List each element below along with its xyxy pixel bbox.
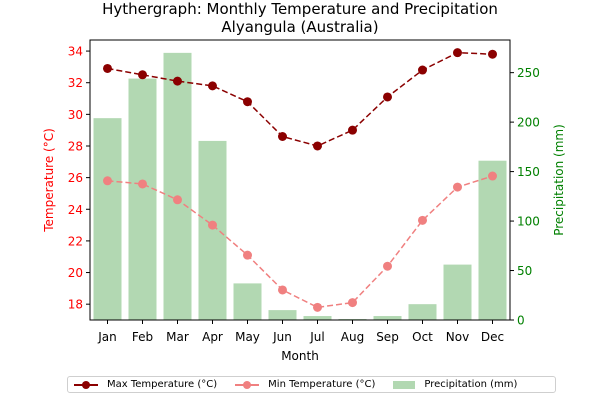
min-temp-point-oct (418, 215, 427, 225)
axes: Jan Feb Mar Apr May Jun Jul Aug Sep Oct Nov Dec 18 20… (68, 39, 540, 344)
x-tick-label-nov: Nov (446, 330, 469, 344)
y-left-tick-label: 18 (68, 298, 83, 312)
legend-swatch-min-temp (235, 380, 260, 389)
precipitation-bar-sep (373, 316, 402, 320)
max-temp-point-oct (418, 65, 427, 75)
y-left-tick-label: 24 (68, 203, 83, 217)
max-temp-point-jan (103, 63, 112, 73)
x-tick-label-jan: Jan (97, 330, 117, 344)
max-temp-point-sep (383, 92, 392, 102)
x-tick-label-jun: Jun (272, 330, 292, 344)
precipitation-bar-mar (163, 52, 192, 321)
x-tick-label-oct: Oct (412, 330, 433, 344)
max-temp-line (107, 51, 493, 147)
min-temp-point-jan (103, 176, 112, 186)
precipitation-bar-jul (303, 316, 332, 320)
temperature-lines (103, 48, 497, 312)
legend-item-max-temp: Max Temperature (°C) (74, 379, 217, 390)
min-temp-point-mar (173, 195, 182, 205)
max-temp-point-jun (278, 131, 287, 141)
max-temp-point-feb (138, 70, 147, 80)
x-tick-label-feb: Feb (132, 330, 153, 344)
x-axis-label: Month (281, 349, 319, 363)
precipitation-bar-dec (478, 160, 507, 320)
max-temp-point-aug (348, 125, 357, 135)
min-temp-point-apr (208, 220, 217, 230)
y-right-tick-label: 150 (517, 165, 540, 179)
chart-subtitle: Alyangula (Australia) (221, 18, 378, 36)
min-temp-point-jul (313, 302, 322, 312)
plot-frame (89, 39, 511, 321)
y-left-tick-label: 30 (68, 108, 83, 122)
min-temp-point-feb (138, 179, 147, 189)
precipitation-bar-feb (128, 78, 157, 320)
y-right-tick-label: 100 (517, 215, 540, 229)
x-tick-label-may: May (235, 330, 260, 344)
legend-item-precipitation: Precipitation (mm) (393, 379, 517, 390)
max-temp-point-nov (453, 48, 462, 58)
min-temp-point-may (243, 250, 252, 260)
x-tick-label-jul: Jul (309, 330, 324, 344)
min-temp-point-dec (488, 171, 497, 181)
precipitation-bar-may (233, 283, 262, 320)
x-tick-label-sep: Sep (376, 330, 399, 344)
y-left-tick-label: 34 (68, 45, 83, 59)
x-tick-label-aug: Aug (341, 330, 364, 344)
y-left-tick-label: 26 (68, 171, 83, 185)
y-right-tick-label: 250 (517, 66, 540, 80)
precipitation-bar-oct (408, 304, 437, 320)
precipitation-bar-nov (443, 264, 472, 320)
legend-label-precipitation: Precipitation (mm) (424, 379, 518, 390)
max-temp-point-may (243, 97, 252, 107)
min-temp-line (107, 175, 493, 309)
max-temp-point-mar (173, 76, 182, 86)
legend-swatch-max-temp (74, 380, 98, 389)
max-temp-point-jul (313, 141, 322, 151)
precipitation-bars (93, 52, 507, 321)
legend-label-min-temp: Min Temperature (°C) (268, 379, 376, 390)
x-tick-label-mar: Mar (166, 330, 189, 344)
y-right-tick-label: 50 (517, 264, 532, 278)
max-temp-point-apr (208, 81, 217, 91)
min-temp-point-nov (453, 182, 462, 192)
y-axis-right-label: Precipitation (mm) (552, 124, 566, 236)
y-left-tick-label: 32 (68, 76, 83, 90)
max-temp-point-dec (488, 49, 497, 59)
y-right-tick-label: 200 (517, 116, 540, 130)
y-left-tick-label: 22 (68, 234, 83, 248)
y-axis-left-label: Temperature (°C) (42, 128, 56, 233)
precipitation-bar-jan (93, 118, 122, 321)
precipitation-bar-jun (268, 310, 297, 320)
y-left-tick-label: 20 (68, 266, 83, 280)
y-right-tick-label: 0 (517, 314, 525, 328)
y-left-tick-label: 28 (68, 139, 83, 153)
x-tick-label-apr: Apr (202, 330, 223, 344)
legend-swatch-precipitation (393, 380, 416, 389)
precipitation-bar-apr (198, 140, 227, 320)
x-tick-label-dec: Dec (481, 330, 504, 344)
legend: Max Temperature (°C) Min Temperature (°C… (67, 376, 556, 393)
legend-label-max-temp: Max Temperature (°C) (107, 379, 218, 390)
min-temp-point-aug (348, 298, 357, 308)
min-temp-point-sep (383, 261, 392, 271)
chart-title: Hythergraph: Monthly Temperature and Pre… (102, 0, 498, 18)
min-temp-point-jun (278, 285, 287, 295)
legend-item-min-temp: Min Temperature (°C) (235, 379, 375, 390)
